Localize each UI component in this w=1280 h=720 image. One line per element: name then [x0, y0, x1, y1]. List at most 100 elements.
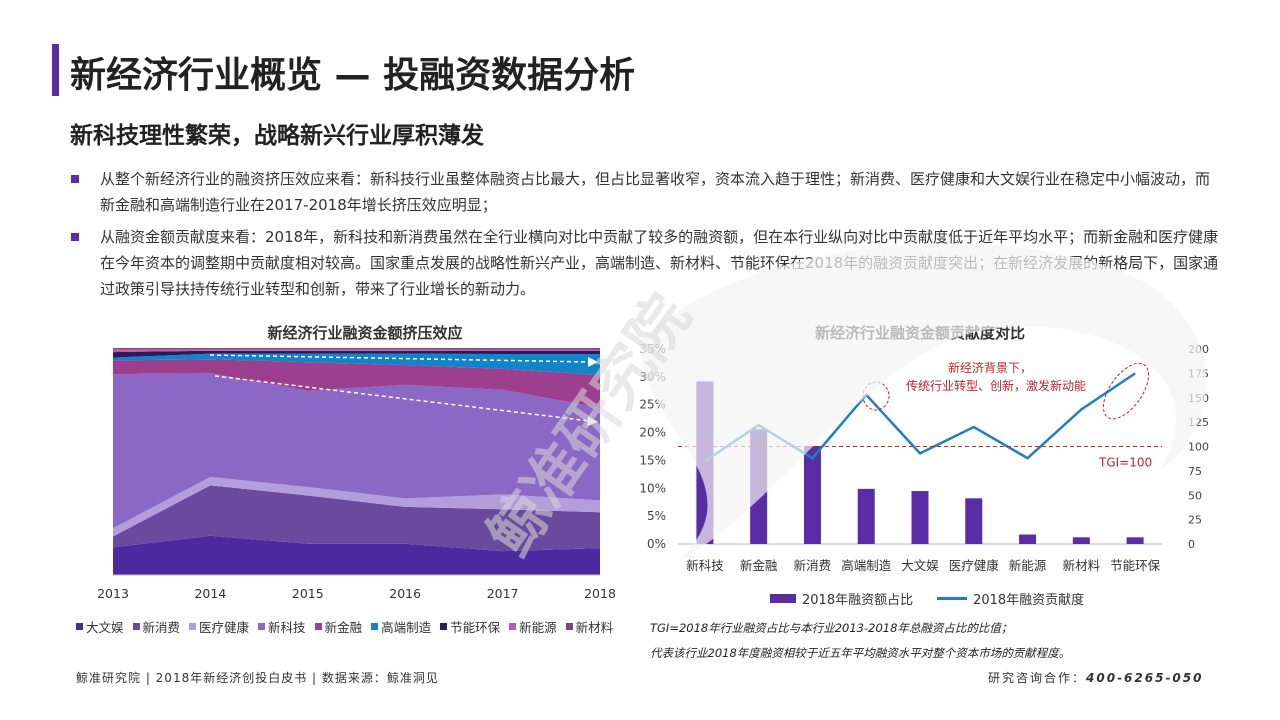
area-x-tick-label: 2017	[487, 586, 519, 601]
legend-swatch	[76, 623, 83, 630]
combo-chart-legend: 2018年融资额占比 2018年融资贡献度	[770, 589, 1084, 608]
area-series-7	[113, 350, 600, 358]
legend-item: 新消费	[132, 617, 181, 636]
title-accent-bar	[52, 44, 59, 96]
combo-x-tick-label: 新金融	[740, 558, 778, 573]
legend-swatch	[565, 623, 573, 630]
bar	[1019, 534, 1037, 544]
area-chart-title: 新经济行业融资金额挤压效应	[267, 324, 463, 342]
legend-bar-swatch	[770, 594, 796, 603]
left-y-tick-label: 10%	[639, 481, 666, 495]
right-y-tick-label: 75	[1188, 465, 1202, 478]
right-y-tick-label: 25	[1188, 514, 1202, 527]
right-y-tick-label: 150	[1188, 392, 1209, 405]
left-y-tick-label: 30%	[639, 370, 666, 384]
left-y-tick-label: 0%	[647, 537, 666, 551]
legend-label: 医疗健康	[199, 620, 250, 635]
left-y-tick-label: 20%	[639, 426, 666, 440]
left-y-tick-label: 35%	[639, 342, 666, 356]
combo-x-tick-label: 大文娱	[901, 558, 939, 573]
legend-item: 大文娱	[76, 617, 124, 636]
legend-bar-label: 2018年融资额占比	[802, 593, 914, 608]
trend-arrowhead-2	[587, 416, 598, 426]
legend-label: 新消费	[142, 620, 181, 635]
bullet-square-icon	[71, 175, 79, 183]
page-subtitle: 新科技理性繁荣，战略新兴行业厚积薄发	[70, 123, 484, 149]
legend-item: 新金融	[314, 617, 363, 636]
bullet-square-icon	[71, 233, 79, 241]
note-tgi-definition: TGI=2018年行业融资占比与本行业2013-2018年总融资占比的比值；	[650, 621, 1013, 635]
bar	[1072, 537, 1090, 544]
legend-label: 新金融	[324, 620, 363, 635]
left-y-tick-label: 25%	[639, 398, 666, 412]
footer-contact: 研究咨询合作：400-6265-050	[988, 669, 1203, 686]
right-y-tick-label: 0	[1188, 538, 1195, 551]
note-tgi-meaning: 代表该行业2018年度融资相较于近五年平均融资水平对整个资本市场的贡献程度。	[650, 646, 1071, 660]
right-y-tick-label: 175	[1188, 367, 1209, 380]
area-series-6	[113, 353, 600, 375]
right-y-tick-label: 100	[1188, 441, 1209, 454]
legend-swatch	[509, 623, 517, 630]
bar	[696, 381, 714, 544]
combo-x-tick-label: 新能源	[1009, 558, 1047, 573]
bullet-text: 从整个新经济行业的融资挤压效应来看：新科技行业虽整体融资占比最大，但占比显著收窄…	[100, 170, 1211, 214]
combo-x-tick-label: 高端制造	[841, 558, 892, 573]
legend-item: 新能源	[509, 617, 557, 636]
trend-arrow-1	[209, 354, 591, 363]
legend-label: 大文娱	[86, 620, 124, 635]
combo-x-tick-label: 医疗健康	[949, 558, 1000, 573]
legend-swatch	[189, 623, 197, 630]
bullet-item: 从整个新经济行业的融资挤压效应来看：新科技行业虽整体融资占比最大，但占比显著收窄…	[70, 166, 1220, 218]
bar	[911, 491, 929, 544]
bar	[1126, 537, 1144, 544]
area-series-8	[113, 349, 600, 353]
combo-x-tick-label: 新科技	[686, 558, 724, 573]
legend-item: 高端制造	[371, 617, 431, 636]
bar	[803, 445, 821, 544]
legend-label: 新科技	[268, 620, 306, 635]
legend-line-label: 2018年融资贡献度	[973, 593, 1085, 608]
legend-label: 高端制造	[381, 620, 432, 635]
highlight-circle-2	[1102, 362, 1150, 420]
area-series-9	[113, 348, 600, 350]
combo-x-tick-label: 新消费	[794, 558, 832, 573]
annotation-line-2: 传统行业转型、创新，激发新动能	[906, 378, 1086, 393]
footer-contact-label: 研究咨询合作：	[988, 671, 1087, 685]
right-y-tick-label: 200	[1188, 343, 1209, 356]
right-y-tick-label: 50	[1188, 489, 1202, 502]
area-x-tick-label: 2016	[389, 586, 421, 601]
area-x-tick-label: 2015	[292, 586, 324, 601]
legend-item: 医疗健康	[189, 617, 249, 636]
area-x-tick-label: 2014	[194, 586, 226, 601]
area-series-4	[113, 373, 600, 529]
area-series-1	[113, 535, 600, 575]
right-y-tick-label: 125	[1188, 416, 1209, 429]
bar	[965, 498, 983, 544]
legend-swatch	[314, 623, 322, 630]
legend-line-swatch	[937, 597, 968, 600]
legend-item: 新材料	[565, 617, 613, 636]
legend-swatch	[258, 623, 266, 630]
legend-label: 节能环保	[450, 620, 501, 635]
combo-x-tick-label: 节能环保	[1110, 558, 1161, 573]
annotation-line-1: 新经济背景下，	[948, 360, 1032, 375]
legend-swatch	[440, 623, 448, 630]
area-x-tick-label: 2018	[584, 586, 616, 601]
left-y-tick-label: 15%	[639, 453, 666, 467]
footer-phone: 400-6265-050	[1086, 671, 1204, 685]
area-x-tick-label: 2013	[97, 586, 129, 601]
area-chart-legend: 大文娱 新消费 医疗健康 新科技 新金融 高端制造 节能环保 新能源 新材料	[76, 617, 636, 636]
trend-arrowhead-1	[588, 357, 598, 367]
area-series-2	[113, 485, 600, 552]
combo-x-tick-label: 新材料	[1063, 558, 1101, 573]
area-series-3	[113, 476, 600, 537]
legend-swatch	[132, 623, 140, 630]
tgi-label: TGI=100	[1098, 456, 1152, 470]
footer-source: 鲸准研究院 | 2018年新经济创投白皮书 | 数据来源：鲸准洞见	[76, 671, 439, 685]
legend-swatch	[371, 623, 379, 630]
legend-label: 新能源	[519, 620, 557, 635]
area-series-5	[113, 359, 600, 408]
left-y-tick-label: 5%	[647, 509, 666, 523]
